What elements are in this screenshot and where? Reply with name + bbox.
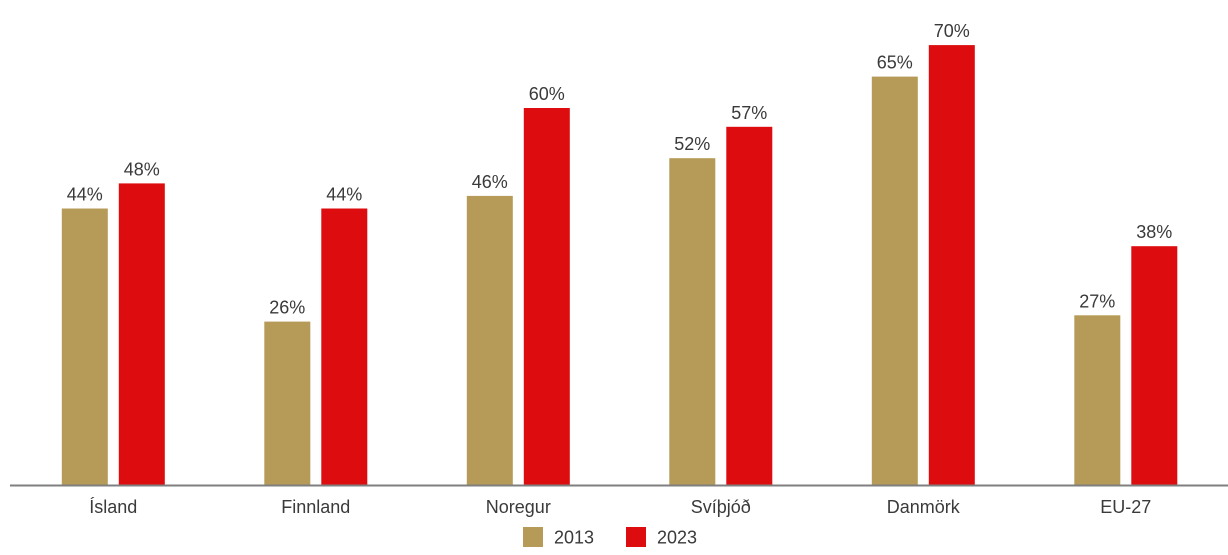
bar-noregur-2023 (523, 108, 570, 485)
bar-finnland-2023 (321, 208, 368, 485)
legend-swatch-2013 (523, 527, 543, 547)
value-labels-layer: 44% 48% 26% 44% 46% 60% 52% 57% 65% 70% 27% 38% (67, 21, 1173, 318)
bars-layer (61, 45, 1178, 486)
value-label-eu-27-2013: 27% (1079, 291, 1115, 311)
bar-finnland-2013 (264, 321, 311, 485)
bar-danmork-2013 (871, 76, 918, 485)
value-label-eu-27-2023: 38% (1136, 222, 1172, 242)
value-label-finnland-2023: 44% (326, 185, 362, 205)
value-label-noregur-2023: 60% (529, 84, 565, 104)
category-labels-layer: Ísland Finnland Noregur Svíþjóð Danmörk EU-27 (89, 497, 1151, 517)
bar-island-2023 (118, 183, 165, 485)
category-label-svi-jo: Svíþjóð (691, 497, 751, 517)
value-label-island-2023: 48% (124, 159, 160, 179)
bar-noregur-2013 (466, 195, 513, 485)
legend-label-2013: 2013 (554, 528, 594, 548)
legend-label-2023: 2023 (657, 528, 697, 548)
bar-danmork-2023 (928, 45, 975, 485)
category-label-danmork: Danmörk (887, 497, 961, 517)
bar-eu-27-2013 (1074, 315, 1121, 485)
legend: 2013 2023 (523, 527, 697, 548)
value-label-svi-jo-2023: 57% (731, 103, 767, 123)
value-label-noregur-2013: 46% (472, 172, 508, 192)
bar-svi-jo-2023 (726, 126, 773, 486)
legend-swatch-2023 (626, 527, 646, 547)
category-label-eu-27: EU-27 (1100, 497, 1151, 517)
bar-island-2013 (61, 208, 108, 485)
category-label-noregur: Noregur (486, 497, 551, 517)
value-label-svi-jo-2013: 52% (674, 134, 710, 154)
value-label-finnland-2013: 26% (269, 298, 305, 318)
bar-svi-jo-2013 (669, 158, 716, 485)
value-label-danmork-2023: 70% (934, 21, 970, 41)
category-label-finnland: Finnland (281, 497, 350, 517)
bar-eu-27-2023 (1131, 246, 1178, 485)
value-label-island-2013: 44% (67, 185, 103, 205)
category-label-island: Ísland (89, 497, 137, 517)
value-label-danmork-2013: 65% (877, 53, 913, 73)
